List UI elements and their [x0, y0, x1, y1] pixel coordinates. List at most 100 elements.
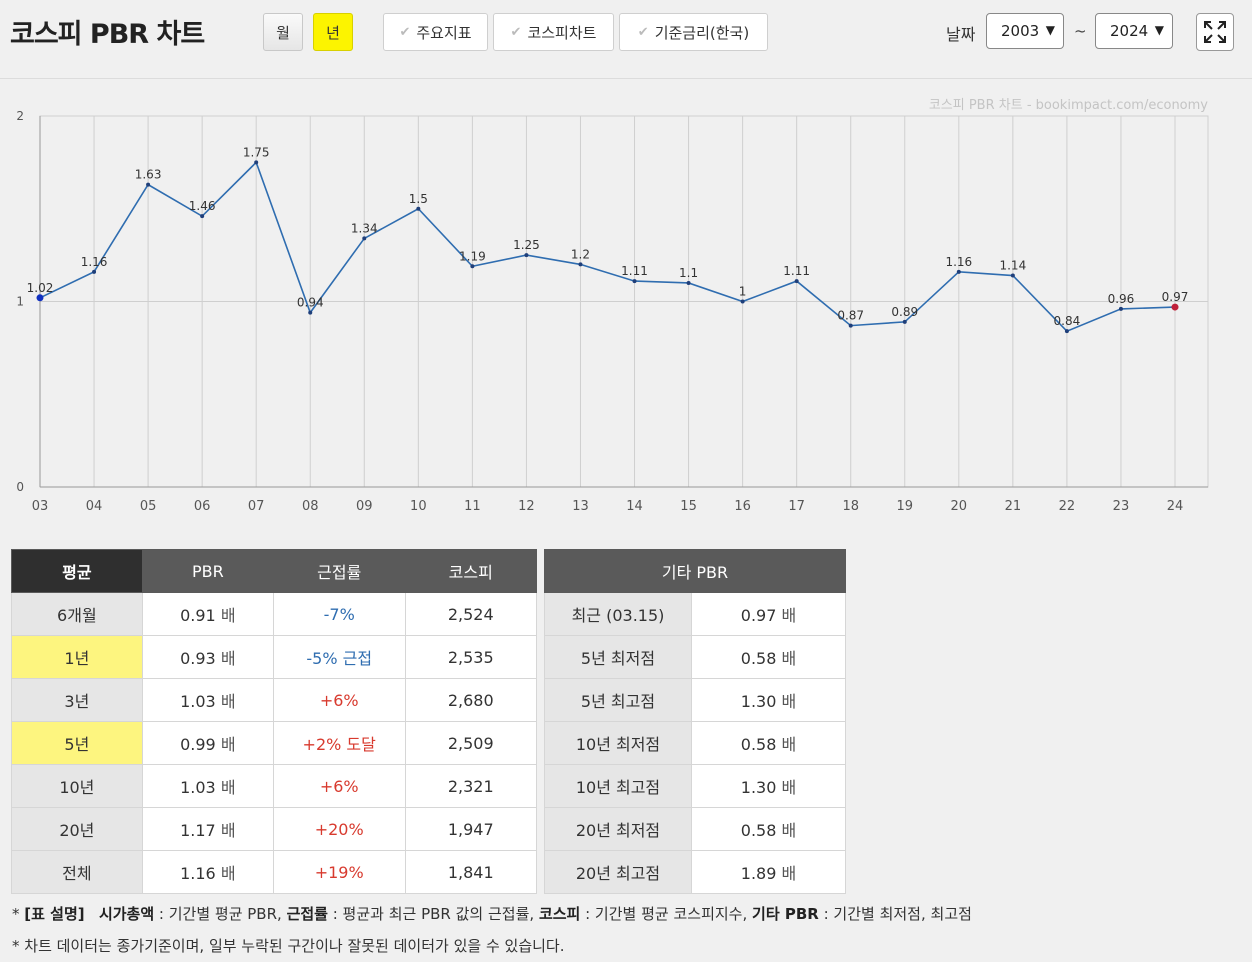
x-tick-label: 13: [572, 499, 589, 514]
data-label: 0.96: [1108, 292, 1135, 306]
toggle-base-rate[interactable]: ✔ 기준금리(한국): [619, 13, 768, 51]
other-value-cell: 0.58 배: [691, 635, 846, 679]
check-icon: ✔: [637, 24, 649, 40]
data-label: 1.11: [783, 264, 810, 278]
x-tick-label: 20: [951, 499, 968, 514]
y-tick-label: 0: [16, 480, 24, 494]
y-tick-label: 1: [16, 295, 24, 309]
data-label: 1.25: [513, 238, 540, 252]
series-line: [39, 160, 1176, 333]
other-label: 5년 최저점: [544, 635, 692, 679]
data-point: [416, 206, 421, 211]
data-point: [1064, 329, 1069, 334]
x-tick-label: 24: [1167, 499, 1184, 514]
data-point: [92, 269, 97, 274]
x-tick-label: 06: [194, 499, 211, 514]
x-tick-label: 22: [1059, 499, 1076, 514]
col-header-avg: 평균: [11, 549, 143, 593]
table-row: 20년 1.17 배 +20% 1,947: [11, 807, 537, 851]
toggle-main-indicators[interactable]: ✔ 주요지표: [383, 13, 488, 51]
x-tick-label: 04: [86, 499, 103, 514]
note-heading: [표 설명]: [24, 905, 85, 923]
data-point: [470, 264, 475, 269]
page-title: 코스피 PBR 차트: [10, 19, 205, 50]
x-tick-label: 19: [896, 499, 913, 514]
kospi-cell: 1,841: [404, 850, 537, 894]
data-point: [524, 253, 529, 258]
data-point: [308, 310, 313, 315]
pbr-cell: 1.03 배: [141, 764, 274, 808]
pbr-cell: 0.91 배: [141, 592, 274, 636]
pbr-cell: 1.16 배: [141, 850, 274, 894]
period-label: 3년: [11, 678, 143, 722]
year-button[interactable]: 년: [313, 13, 353, 51]
toolbar: 코스피 PBR 차트 월 년 ✔ 주요지표 ✔ 코스피차트 ✔ 기준금리(한국) 날짜…: [0, 0, 1252, 79]
data-label: 1.1: [679, 266, 698, 280]
data-label: 1.63: [135, 168, 162, 182]
table-row: 10년 최저점 0.58 배: [544, 721, 846, 765]
period-label: 20년: [11, 807, 143, 851]
other-label: 20년 최저점: [544, 807, 692, 851]
table-row: 10년 1.03 배 +6% 2,321: [11, 764, 537, 808]
other-label: 5년 최고점: [544, 678, 692, 722]
other-value-cell: 1.89 배: [691, 850, 846, 894]
table-row: 5년 최저점 0.58 배: [544, 635, 846, 679]
data-point: [956, 269, 961, 274]
data-label: 0.94: [297, 296, 324, 310]
other-label: 20년 최고점: [544, 850, 692, 894]
date-to-select[interactable]: 2024 ▼: [1095, 13, 1173, 49]
y-tick-label: 2: [16, 109, 24, 123]
data-point: [632, 279, 637, 284]
other-pbr-table: 기타 PBR 최근 (03.15) 0.97 배 5년 최저점 0.58 배 5년 최고…: [544, 549, 846, 894]
other-value-cell: 0.58 배: [691, 721, 846, 765]
date-to-value: 2024: [1110, 22, 1149, 40]
table-row: 최근 (03.15) 0.97 배: [544, 592, 846, 636]
period-label: 6개월: [11, 592, 143, 636]
data-point: [146, 182, 151, 187]
other-pbr-header: 기타 PBR: [544, 549, 846, 593]
toggle-kospi-chart[interactable]: ✔ 코스피차트: [493, 13, 614, 51]
proximity-cell: -7%: [272, 592, 406, 636]
fullscreen-button[interactable]: [1196, 13, 1234, 51]
x-tick-label: 12: [518, 499, 535, 514]
x-tick-label: 03: [32, 499, 49, 514]
kospi-cell: 2,680: [404, 678, 537, 722]
col-header-pbr: PBR: [141, 549, 274, 593]
pbr-cell: 1.03 배: [141, 678, 274, 722]
table-row: 3년 1.03 배 +6% 2,680: [11, 678, 537, 722]
check-icon: ✔: [510, 24, 522, 40]
table-row: 5년 최고점 1.30 배: [544, 678, 846, 722]
kospi-cell: 2,509: [404, 721, 537, 765]
data-point: [1118, 306, 1123, 311]
month-button[interactable]: 월: [263, 13, 303, 51]
proximity-cell: +6%: [272, 764, 406, 808]
x-tick-label: 07: [248, 499, 265, 514]
table-row: 전체 1.16 배 +19% 1,841: [11, 850, 537, 894]
other-label: 10년 최저점: [544, 721, 692, 765]
proximity-cell: +20%: [272, 807, 406, 851]
toggle-label: 코스피차트: [527, 23, 597, 42]
data-point: [578, 262, 583, 267]
table-row: 10년 최고점 1.30 배: [544, 764, 846, 808]
x-tick-label: 21: [1005, 499, 1022, 514]
data-point: [1010, 273, 1015, 278]
other-label: 최근 (03.15): [544, 592, 692, 636]
x-tick-label: 11: [464, 499, 481, 514]
period-label: 10년: [11, 764, 143, 808]
average-table: 평균 PBR 근접률 코스피 6개월 0.91 배 -7% 2,524 1년 0.93 배…: [11, 549, 537, 894]
other-value-cell: 1.30 배: [691, 678, 846, 722]
toggle-label: 기준금리(한국): [654, 23, 750, 42]
date-from-select[interactable]: 2003 ▼: [986, 13, 1064, 49]
date-label: 날짜: [946, 25, 976, 44]
data-point: [36, 294, 44, 302]
data-label: 1.02: [27, 281, 54, 295]
proximity-cell: +19%: [272, 850, 406, 894]
x-tick-label: 15: [680, 499, 697, 514]
chart-watermark: 코스피 PBR 차트 - bookimpact.com/economy: [929, 98, 1208, 113]
x-tick-label: 16: [734, 499, 751, 514]
x-tick-label: 09: [356, 499, 373, 514]
date-separator: ~: [1074, 22, 1087, 40]
check-icon: ✔: [399, 24, 411, 40]
data-point: [686, 280, 691, 285]
